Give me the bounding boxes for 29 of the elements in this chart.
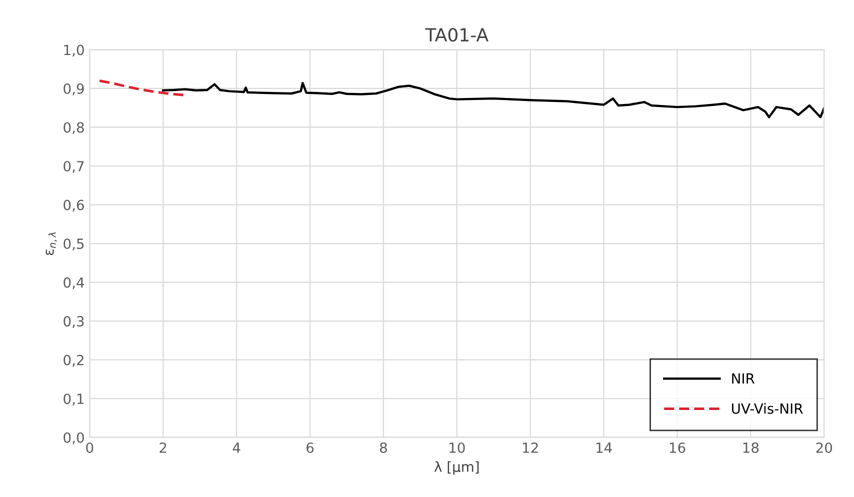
y-tick-label: 0,5: [64, 238, 84, 250]
x-tick-label: 18: [743, 442, 759, 453]
y-tick-label: 0,9: [64, 83, 84, 96]
y-tick-label: 0,3: [64, 316, 84, 328]
x-axis-title: λ [µm]: [434, 461, 479, 475]
y-axis-title: ε$_{n,λ}$: [46, 232, 57, 256]
x-tick-label: 8: [380, 442, 387, 453]
line-series: [162, 82, 824, 118]
x-tick-label: 6: [306, 442, 314, 453]
x-tick-label: 12: [523, 442, 538, 453]
y-tick-label: 0,2: [64, 354, 84, 367]
x-tick-label: 2: [160, 442, 166, 453]
legend-label: NIR: [732, 373, 755, 384]
line-series: [98, 79, 185, 96]
x-tick-label: 16: [670, 442, 686, 453]
y-tick-label: 0,7: [64, 160, 84, 173]
y-tick-label: 0,8: [64, 122, 84, 134]
y-tick-label: 0,1: [64, 394, 84, 406]
x-tick-label: 14: [596, 442, 612, 453]
y-tick-label: 0,0: [64, 432, 84, 444]
x-tick-label: 4: [232, 442, 240, 453]
x-tick-label: 20: [816, 442, 832, 453]
y-tick-label: 0,4: [64, 277, 84, 290]
y-tick-label: 1,0: [64, 44, 84, 57]
y-tick-label: 0,6: [64, 200, 84, 212]
x-tick-label: 0: [86, 442, 94, 453]
legend-label: UV-Vis-NIR: [732, 403, 803, 414]
chart-title: TA01-A: [425, 28, 488, 42]
x-tick-label: 10: [450, 442, 465, 453]
